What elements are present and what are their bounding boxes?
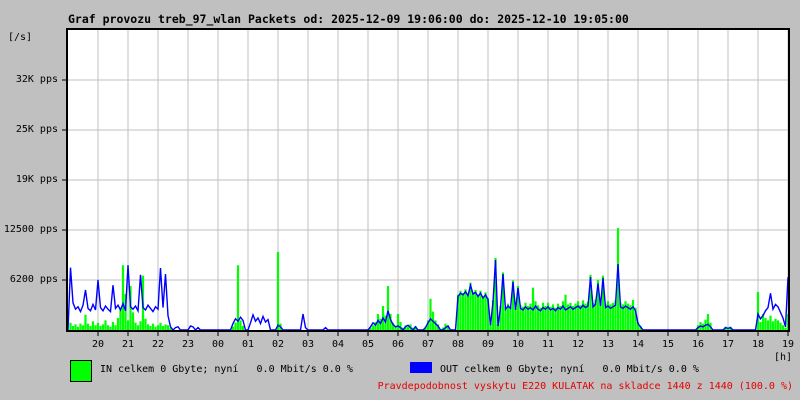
status-text: Pravdepodobnost vyskytu E220 KULATAK na … bbox=[377, 381, 793, 392]
x-axis-label: 16 bbox=[691, 339, 705, 350]
x-axis-label: 22 bbox=[151, 339, 165, 350]
x-axis-label: 23 bbox=[181, 339, 195, 350]
x-axis-label: 03 bbox=[301, 339, 315, 350]
x-axis-label: 10 bbox=[511, 339, 525, 350]
x-axis-label: 05 bbox=[361, 339, 375, 350]
in-legend-label: IN celkem 0 Gbyte; nyní 0.0 Mbit/s 0.0 % bbox=[100, 364, 353, 375]
x-axis-label: 07 bbox=[421, 339, 435, 350]
x-axis-label: 00 bbox=[211, 339, 225, 350]
x-axis-label: 21 bbox=[121, 339, 135, 350]
y-axis-label: 25K pps bbox=[15, 124, 58, 135]
in-legend-swatch bbox=[70, 360, 92, 382]
y-axis-unit-label: [/s] bbox=[8, 32, 33, 43]
x-axis-unit-label: [h] bbox=[774, 352, 793, 363]
x-axis-label: 01 bbox=[241, 339, 255, 350]
x-axis-label: 14 bbox=[631, 339, 645, 350]
x-axis-label: 15 bbox=[661, 339, 675, 350]
page-title: Graf provozu treb_97_wlan Packets od: 20… bbox=[68, 12, 629, 26]
out-legend-swatch bbox=[410, 362, 432, 373]
x-axis-label: 12 bbox=[571, 339, 585, 350]
x-axis-label: 09 bbox=[481, 339, 495, 350]
x-axis-label: 02 bbox=[271, 339, 285, 350]
x-axis-label: 06 bbox=[391, 339, 405, 350]
x-axis-label: 13 bbox=[601, 339, 615, 350]
y-axis-label: 12500 pps bbox=[3, 224, 58, 235]
y-axis-label: 32K pps bbox=[15, 74, 58, 85]
x-axis-label: 19 bbox=[781, 339, 795, 350]
x-axis-label: 18 bbox=[751, 339, 765, 350]
y-axis-label: 6200 pps bbox=[9, 274, 58, 285]
y-axis-label: 19K pps bbox=[15, 174, 58, 185]
x-axis-label: 04 bbox=[331, 339, 345, 350]
x-axis-label: 20 bbox=[91, 339, 105, 350]
x-axis-label: 11 bbox=[541, 339, 555, 350]
out-legend-label: OUT celkem 0 Gbyte; nyní 0.0 Mbit/s 0.0 … bbox=[440, 364, 699, 375]
x-axis-label: 08 bbox=[451, 339, 465, 350]
x-axis-label: 17 bbox=[721, 339, 735, 350]
